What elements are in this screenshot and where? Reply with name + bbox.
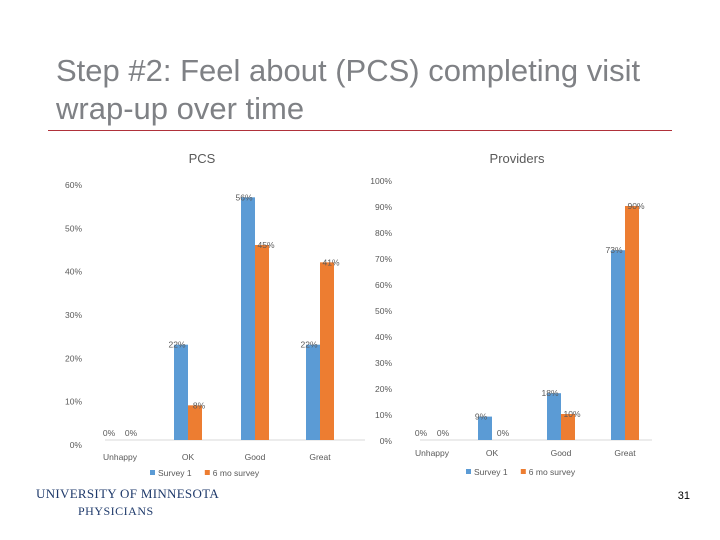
- pcs-ytick-label: 0%: [70, 440, 83, 450]
- pcs-data-label: 56%: [235, 192, 252, 202]
- pcs-legend-label: Survey 1: [158, 468, 192, 478]
- pcs-legend-swatch: [150, 470, 155, 475]
- providers-legend-label: 6 mo survey: [529, 467, 576, 477]
- pcs-category-label: Unhappy: [103, 452, 138, 462]
- providers-category-label: OK: [486, 448, 499, 458]
- providers-bar-6-mo-survey: [625, 206, 639, 440]
- providers-data-label: 0%: [437, 428, 450, 438]
- providers-legend-swatch: [520, 469, 526, 474]
- providers-data-label: 18%: [541, 388, 558, 398]
- pcs-data-label: 41%: [322, 257, 339, 267]
- slide-title: Step #2: Feel about (PCS) completing vis…: [56, 53, 641, 126]
- university-logo: UNIVERSITY OF MINNESOTA PHYSICIANS: [36, 486, 219, 519]
- providers-data-label: 9%: [475, 412, 488, 422]
- pcs-category-label: OK: [182, 452, 195, 462]
- providers-ytick-label: 50%: [375, 306, 392, 316]
- providers-ytick-label: 90%: [375, 202, 392, 212]
- title-divider: [48, 130, 672, 131]
- providers-ytick-label: 70%: [375, 254, 392, 264]
- pcs-chart-title: PCS: [189, 151, 216, 166]
- pcs-ytick-label: 10%: [65, 397, 82, 407]
- pcs-data-label: 22%: [168, 340, 185, 350]
- providers-ytick-label: 0%: [380, 436, 393, 446]
- page-number: 31: [677, 490, 690, 502]
- providers-legend-swatch: [466, 469, 471, 474]
- pcs-data-label: 0%: [125, 428, 138, 438]
- providers-ytick-label: 80%: [375, 228, 392, 238]
- logo-line-university: UNIVERSITY OF MINNESOTA: [36, 486, 220, 501]
- providers-ytick-label: 20%: [375, 384, 392, 394]
- pcs-data-label: 22%: [300, 340, 317, 350]
- pcs-ytick-label: 50%: [65, 223, 82, 233]
- pcs-bar-6-mo-survey: [255, 245, 269, 440]
- providers-bar-survey-1: [611, 250, 625, 440]
- pcs-bar-survey-1: [174, 344, 188, 440]
- providers-data-label: 90%: [627, 201, 644, 211]
- providers-chart-title: Providers: [490, 151, 545, 166]
- providers-ytick-label: 60%: [375, 280, 392, 290]
- pcs-ytick-label: 30%: [65, 310, 82, 320]
- pcs-bar-survey-1: [241, 197, 255, 440]
- logo-line-physicians: PHYSICIANS: [78, 504, 154, 518]
- providers-data-label: 0%: [497, 428, 510, 438]
- providers-bar-survey-1: [478, 416, 492, 440]
- pcs-category-label: Good: [245, 452, 266, 462]
- pcs-ytick-label: 40%: [65, 267, 82, 277]
- pcs-data-label: 8%: [193, 400, 206, 410]
- pcs-legend-label: 6 mo survey: [213, 468, 260, 478]
- pcs-ytick-label: 20%: [65, 353, 82, 363]
- providers-bar-survey-1: [547, 393, 561, 440]
- pcs-ytick-label: 60%: [65, 180, 82, 190]
- pcs-bar-6-mo-survey: [320, 262, 334, 440]
- providers-data-label: 73%: [605, 245, 622, 255]
- providers-data-label: 0%: [415, 428, 428, 438]
- providers-bar-6-mo-survey: [561, 414, 575, 440]
- providers-ytick-label: 30%: [375, 358, 392, 368]
- pcs-bar-survey-1: [306, 344, 320, 440]
- providers-data-label: 10%: [563, 409, 580, 419]
- providers-ytick-label: 100%: [370, 176, 392, 186]
- pcs-data-label: 0%: [103, 428, 116, 438]
- providers-category-label: Unhappy: [415, 448, 450, 458]
- providers-ytick-label: 10%: [375, 410, 392, 420]
- providers-ytick-label: 40%: [375, 332, 392, 342]
- pcs-category-label: Great: [309, 452, 331, 462]
- pcs-legend-swatch: [204, 470, 210, 475]
- pcs-data-label: 45%: [257, 240, 274, 250]
- providers-category-label: Good: [551, 448, 572, 458]
- pcs-bar-6-mo-survey: [188, 405, 202, 440]
- providers-category-label: Great: [614, 448, 636, 458]
- providers-legend-label: Survey 1: [474, 467, 508, 477]
